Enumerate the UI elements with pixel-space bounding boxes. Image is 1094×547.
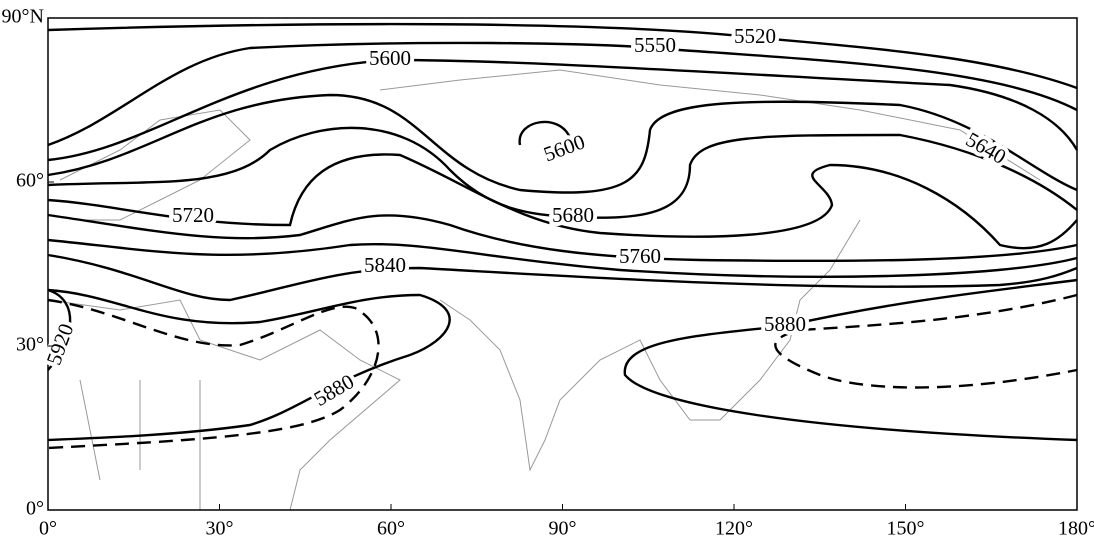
contour-dashed <box>47 298 380 450</box>
contour <box>47 41 1078 147</box>
contour-label: 5920 <box>41 320 78 368</box>
x-tick-label: 60° <box>377 518 405 540</box>
y-tick-label: 60° <box>16 170 44 192</box>
contour <box>47 93 1078 194</box>
y-tick-label: 30° <box>16 334 44 356</box>
contour-label: 5600 <box>369 46 411 70</box>
x-tick-label: 30° <box>206 518 234 540</box>
contour-labels: 5520 5550 5600 5600 5640 5680 5720 5760 … <box>37 20 1014 415</box>
contour-label: 5720 <box>172 203 214 227</box>
contour <box>47 22 1078 90</box>
contour <box>47 58 1079 162</box>
contour-label: 5880 <box>764 312 806 336</box>
contour-dashed <box>774 293 1078 389</box>
contour-label: 5840 <box>364 253 406 277</box>
contour <box>47 288 72 371</box>
y-tick-label: 90°N <box>2 6 44 28</box>
x-tick-label: 150° <box>887 518 925 540</box>
x-tick-label: 120° <box>715 518 753 540</box>
contour-label: 5880 <box>310 369 358 411</box>
contour-label: 5520 <box>734 24 776 48</box>
contours <box>47 22 1079 450</box>
contour <box>518 120 572 146</box>
contour <box>47 213 1078 263</box>
contour <box>623 278 1078 442</box>
contour-label: 5640 <box>962 127 1010 169</box>
contour <box>47 238 1078 278</box>
x-tick-label: 0° <box>39 518 57 540</box>
contour <box>47 288 451 442</box>
contour <box>47 253 1078 302</box>
contour-label: 5680 <box>552 203 594 227</box>
y-tick-label: 0° <box>26 498 44 520</box>
contour-label: 5760 <box>619 244 661 268</box>
contour <box>47 153 1078 250</box>
x-tick-label: 90° <box>549 518 577 540</box>
contour-label: 5550 <box>634 33 676 57</box>
coastlines <box>47 69 1041 511</box>
contour <box>47 126 1078 219</box>
contour-label: 5600 <box>540 129 588 166</box>
x-tick-label: 180° <box>1058 518 1094 540</box>
